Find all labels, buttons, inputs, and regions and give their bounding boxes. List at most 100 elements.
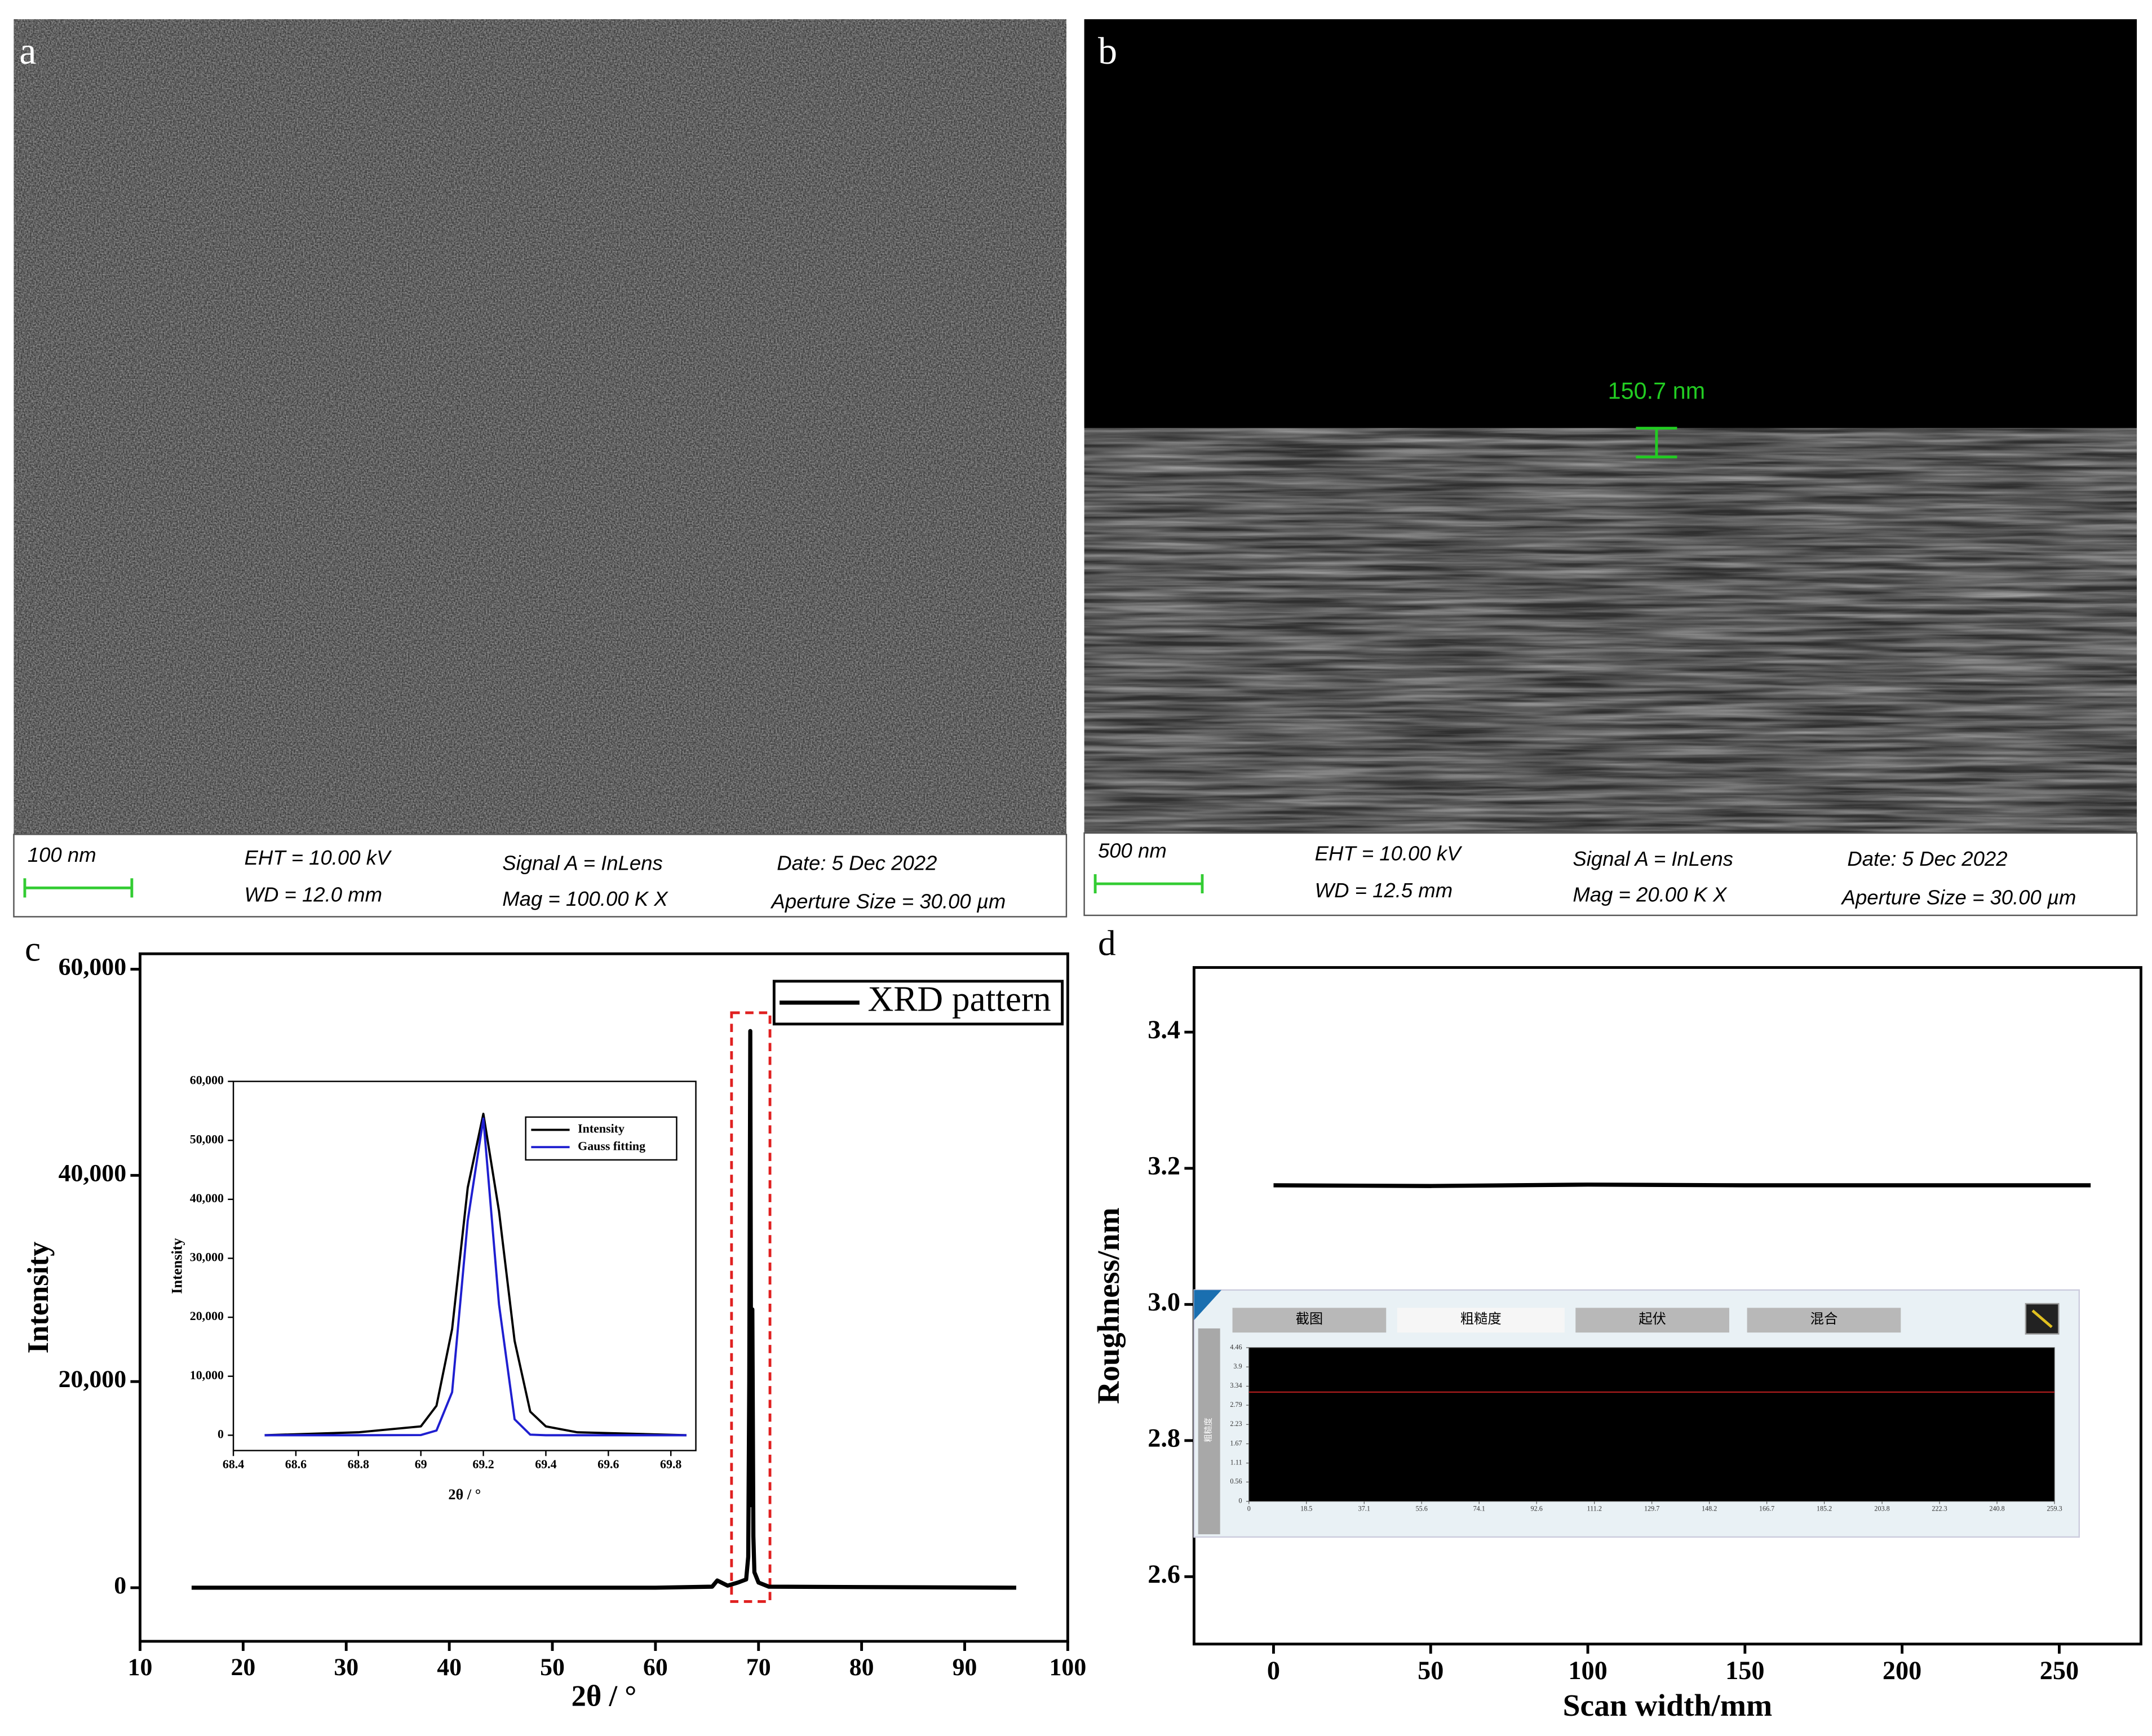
x-tick-label: 259.3: [2047, 1504, 2062, 1512]
legend-box: [772, 980, 1064, 1026]
panel-label: d: [1098, 924, 1116, 963]
y-axis-title: Intensity: [169, 1238, 185, 1294]
x-tick-label: 68.4: [223, 1457, 244, 1471]
legend-box: [525, 1116, 678, 1161]
y-axis-title: Roughness/nm: [1092, 1207, 1126, 1404]
data-line: [191, 1029, 1016, 1590]
thickness-marker: [1636, 427, 1677, 459]
y-tick-label: 3.9: [1233, 1362, 1242, 1370]
x-tick-label: 69.6: [597, 1457, 619, 1471]
legend-label: Intensity: [578, 1122, 625, 1136]
y-tick-label: 1.67: [1230, 1439, 1242, 1447]
x-tick-label: 55.6: [1416, 1504, 1428, 1512]
tab: 截图: [1296, 1312, 1323, 1327]
sem-info: EHT = 10.00 kV: [1315, 842, 1463, 865]
x-tick-label: 68.6: [285, 1457, 307, 1471]
sem-info: Mag = 100.00 K X: [502, 887, 668, 910]
x-tick-label: 50: [1418, 1657, 1443, 1685]
x-tick-label: 129.7: [1644, 1504, 1659, 1512]
y-tick-label: 2.8: [1148, 1424, 1180, 1452]
legend-label: XRD pattern: [867, 979, 1051, 1018]
x-tick-label: 111.2: [1587, 1504, 1601, 1512]
x-tick-label: 70: [746, 1654, 771, 1681]
x-tick-label: 74.1: [1473, 1504, 1485, 1512]
x-tick-label: 30: [334, 1654, 358, 1681]
y-tick-label: 3.0: [1148, 1288, 1180, 1317]
y-tick-label: 3.34: [1230, 1381, 1242, 1389]
x-tick-label: 148.2: [1702, 1504, 1717, 1512]
x-tick-label: 20: [231, 1654, 255, 1681]
y-tick-label: 20,000: [190, 1309, 224, 1323]
y-tick-label: 0: [1239, 1496, 1242, 1504]
x-tick-label: 0: [1267, 1657, 1280, 1685]
plot-frame: [1248, 1347, 2055, 1502]
x-tick-label: 18.5: [1300, 1504, 1312, 1512]
x-tick-label: 60: [643, 1654, 668, 1681]
panel-label: b: [1098, 29, 1117, 72]
x-tick-label: 100: [1568, 1657, 1607, 1685]
sem-image-a: [13, 19, 1068, 918]
software-screenshot: 截图 粗糙度 起伏 混合 粗糙度: [1193, 1289, 2080, 1538]
data-line: [264, 1113, 687, 1437]
y-tick-label: 20,000: [59, 1366, 126, 1393]
scale-bar: [23, 878, 134, 898]
data-line: [264, 1117, 687, 1437]
sem-info: Date: 5 Dec 2022: [777, 852, 937, 875]
tab: 混合: [1810, 1312, 1838, 1327]
sem-info: Signal A = InLens: [502, 852, 663, 875]
sem-info: WD = 12.5 mm: [1315, 879, 1453, 902]
sem-info: Aperture Size = 30.00 µm: [1841, 885, 2076, 909]
x-tick-label: 166.7: [1759, 1504, 1774, 1512]
x-tick-label: 222.3: [1932, 1504, 1947, 1512]
y-tick-label: 60,000: [190, 1073, 224, 1087]
y-tick-label: 0: [114, 1572, 126, 1599]
y-tick-label: 0: [218, 1427, 224, 1441]
y-tick-label: 3.2: [1148, 1152, 1180, 1180]
y-tick-label: 0.56: [1230, 1477, 1242, 1485]
tab: 起伏: [1639, 1312, 1666, 1327]
y-tick-label: 10,000: [190, 1368, 224, 1382]
x-tick-label: 0: [1247, 1504, 1251, 1512]
thickness-annotation: 150.7 nm: [1608, 378, 1706, 404]
y-tick-label: 50,000: [190, 1132, 224, 1146]
x-axis-title: Scan width/mm: [1563, 1689, 1773, 1723]
legend-label: Gauss fitting: [578, 1139, 645, 1153]
scale-bar: [1093, 874, 1204, 894]
x-tick-label: 100: [1050, 1654, 1087, 1681]
panel-label: c: [25, 929, 41, 968]
sem-info: WD = 12.0 mm: [245, 883, 383, 906]
x-tick-label: 80: [849, 1654, 874, 1681]
sem-image-b: [1083, 19, 2138, 916]
x-tick-label: 40: [437, 1654, 462, 1681]
x-tick-label: 37.1: [1358, 1504, 1370, 1512]
x-tick-label: 69: [415, 1457, 427, 1471]
x-axis-title: 2θ / °: [448, 1486, 481, 1503]
sem-info: 500 nm: [1098, 839, 1167, 862]
plot-frame: [232, 1080, 697, 1451]
x-tick-label: 150: [1725, 1657, 1764, 1685]
sem-info: Date: 5 Dec 2022: [1847, 847, 2007, 870]
y-tick-label: 2.6: [1148, 1560, 1180, 1589]
x-tick-label: 50: [540, 1654, 565, 1681]
y-tick-label: 2.23: [1230, 1420, 1242, 1428]
x-tick-label: 240.8: [1989, 1504, 2004, 1512]
tab: 粗糙度: [1460, 1312, 1502, 1327]
side-label: 粗糙度: [1204, 1418, 1214, 1442]
y-tick-label: 60,000: [59, 954, 126, 981]
y-tick-label: 40,000: [59, 1159, 126, 1186]
x-tick-label: 69.8: [660, 1457, 681, 1471]
sem-info: Mag = 20.00 K X: [1573, 883, 1728, 906]
y-tick-label: 3.4: [1148, 1016, 1180, 1044]
x-tick-label: 203.8: [1874, 1504, 1889, 1512]
x-tick-label: 68.8: [348, 1457, 369, 1471]
y-tick-label: 1.11: [1230, 1459, 1242, 1467]
x-axis-title: 2θ / °: [572, 1680, 637, 1712]
x-tick-label: 250: [2040, 1657, 2079, 1685]
data-line: [1273, 1183, 2091, 1188]
x-tick-label: 92.6: [1531, 1504, 1543, 1512]
y-tick-label: 30,000: [190, 1250, 224, 1264]
y-tick-label: 40,000: [190, 1191, 224, 1205]
highlight-box: [730, 1011, 772, 1603]
sem-info: 100 nm: [28, 843, 96, 866]
